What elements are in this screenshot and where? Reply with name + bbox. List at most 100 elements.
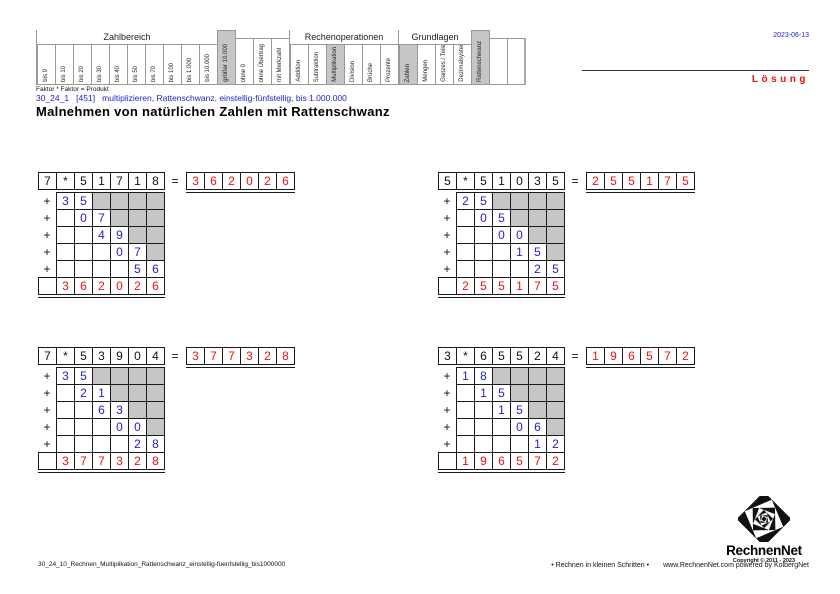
grid-cell: 0 [474,209,493,227]
category-cell: Subtraktion [308,44,327,85]
grid-cell: 0 [128,347,147,365]
grid-cell: 0 [492,226,511,244]
group-label: Rechenoperationen [304,32,384,42]
grid-cell [56,226,75,244]
grid-cell: 5 [492,347,511,365]
grid-cell [528,192,547,210]
grid-row: 3 * 6 5 5 2 4 [438,347,565,365]
grid-cell: 0 [510,172,529,190]
plus-sign: + [43,420,51,434]
grid-cell [510,192,529,210]
grid-cell [492,367,511,385]
grid-cell [492,243,511,261]
page-title: Malnehmen von natürlichen Zahlen mit Rat… [36,104,390,119]
grid-cell: 2 [546,435,565,453]
grid-cell: 9 [604,347,623,365]
grid-cell: 2 [528,347,547,365]
category-cell: ohne Übertrag [253,38,272,85]
plus-sign: + [43,194,51,208]
grid-cell [146,384,165,402]
partial-row: +0 6 [438,418,565,436]
grid-cell [146,192,165,210]
grid-cell [492,418,511,436]
category-group: Rechenoperationen Addition Subtraktion Mult… [289,30,399,85]
grid-cell: 2 [128,435,147,453]
grid-cell: 8 [146,435,165,453]
grid-cell: 5 [510,347,529,365]
grid-cell [92,192,111,210]
grid-cell [128,384,147,402]
grid-cell: * [456,347,475,365]
grid-cell: 1 [92,172,111,190]
partial-row: +2 5 [438,192,565,210]
plus-sign: + [443,420,451,434]
category-label: Zahlen [405,63,412,82]
grid-cell: 2 [528,260,547,278]
grid-cell [128,226,147,244]
partial-row: +0 7 [38,209,165,227]
grid-cell [474,418,493,436]
partial-row: +1 8 [438,367,565,385]
grid-cell: 3 [528,172,547,190]
category-label: Dezimalsystem [459,44,466,82]
grid-cell [492,192,511,210]
category-label: Multiplikation [332,47,339,82]
grid-cell [528,226,547,244]
category-label: bis 1.000 [187,57,194,82]
grid-cell [146,209,165,227]
category-label: Brüche [368,62,375,82]
grid-cell: 5 [604,172,623,190]
grid-cell: 3 [56,452,75,470]
category-cell: bis 40 [109,44,128,85]
category-label: Addition [296,60,303,82]
group-label: Grundlagen [411,32,459,42]
grid-cell: 5 [492,384,511,402]
worksheet-subtitle: 30_24_1 [451] multiplizieren, Rattenschw… [36,93,347,103]
grid-cell: 7 [222,347,241,365]
grid-cell [56,418,75,436]
category-cell: bis 9 [37,44,56,85]
grid-cell: 6 [74,277,93,295]
category-label: Ganzes / Teile [441,44,448,82]
grid-cell: 9 [110,347,129,365]
grid-cell [74,243,93,261]
grid-cell: 7 [74,452,93,470]
grid-cell [92,418,111,436]
grid-cell: 6 [622,347,641,365]
grid-cell: 2 [258,347,277,365]
grid-cell [74,401,93,419]
grid-cell: 7 [92,452,111,470]
empty-cell [489,38,508,85]
grid-cell [546,209,565,227]
grid-cell [56,435,75,453]
plus-sign: + [43,211,51,225]
category-cell: bis 50 [127,44,146,85]
grid-cell [510,435,529,453]
partial-row: +3 5 [38,367,165,385]
grid-cell: 2 [456,192,475,210]
puzzle-3: 7 * 5 3 9 0 4 +3 5 +2 1 +6 3 +0 0 +2 8 3 7 7 3 2 8 = 3 7 7 3 2 8 [38,347,295,473]
grid-cell: 7 [128,243,147,261]
grid-cell: 3 [186,172,205,190]
grid-cell [546,192,565,210]
grid-cell [546,367,565,385]
category-cell: bis 20 [73,44,92,85]
grid-cell [92,260,111,278]
grid-cell: 6 [204,172,223,190]
grid-cell: 3 [110,401,129,419]
grid-cell [74,260,93,278]
grid-cell [546,384,565,402]
category-label: größer 10.000 [223,44,230,82]
grid-cell [56,243,75,261]
plus-sign: + [443,437,451,451]
grid-cell: 0 [510,226,529,244]
grid-cell [92,435,111,453]
